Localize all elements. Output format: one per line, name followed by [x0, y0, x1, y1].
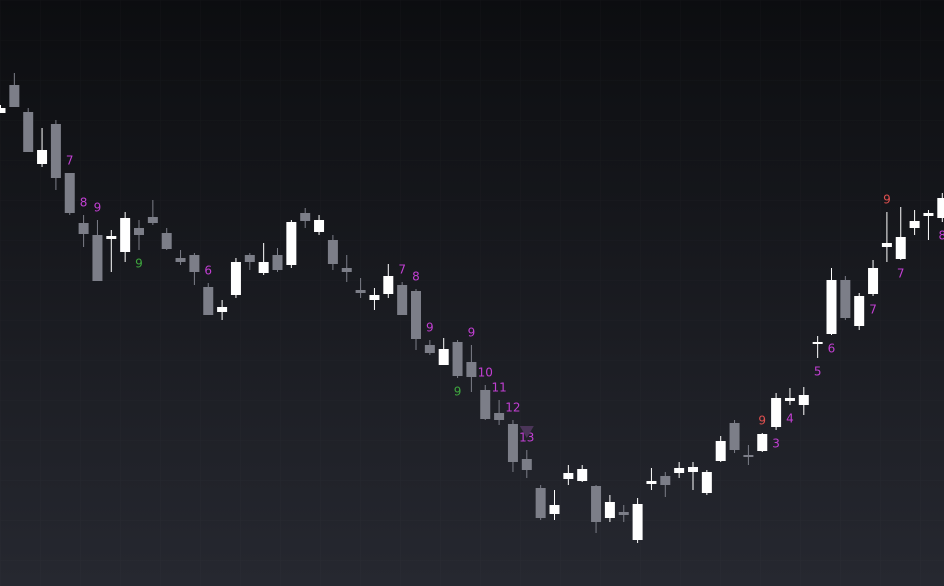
count-label: 7	[869, 303, 877, 317]
candle-body	[64, 173, 75, 213]
candle-body	[798, 395, 809, 405]
candle-body	[272, 255, 283, 270]
signal-marker	[519, 426, 534, 438]
candle-body	[50, 124, 61, 178]
candle-body	[604, 502, 615, 518]
candle-body	[701, 472, 712, 493]
count-label: 9	[758, 414, 766, 428]
candle-body	[646, 481, 657, 484]
count-label: 9	[426, 321, 434, 335]
candle-body	[660, 476, 671, 485]
candle-body	[674, 468, 685, 473]
count-label: 6	[204, 264, 212, 278]
candle-body	[286, 222, 297, 265]
candle-body	[715, 441, 726, 461]
candle-body	[688, 467, 698, 472]
candle-body	[23, 112, 34, 152]
candle-body	[854, 296, 865, 326]
candle-body	[300, 213, 311, 221]
count-label: 9	[94, 201, 102, 215]
candle-body	[147, 217, 158, 223]
candle-body	[743, 455, 754, 457]
count-label: 8	[80, 196, 88, 210]
candle-body	[369, 295, 380, 300]
candle-body	[895, 237, 906, 259]
count-label: 9	[454, 385, 462, 399]
count-label: 6	[828, 342, 836, 356]
candle-body	[120, 218, 131, 252]
candle-body	[591, 486, 602, 522]
candle-body	[9, 85, 20, 107]
candle-body	[771, 398, 782, 427]
count-label: 7	[897, 267, 905, 281]
candle-body	[203, 287, 214, 315]
candle-body	[784, 398, 795, 401]
candle-body	[923, 213, 934, 216]
candle-body	[37, 150, 48, 164]
candle-body	[729, 423, 740, 450]
candle-body	[507, 424, 518, 462]
candle-body	[452, 342, 463, 376]
candle-body	[466, 362, 477, 377]
candle-body	[618, 512, 629, 515]
candle-body	[424, 345, 435, 353]
candle-body	[314, 220, 325, 232]
candle-body	[577, 469, 588, 481]
candle-body	[937, 198, 944, 218]
candle-body	[549, 505, 560, 514]
count-label: 9	[468, 326, 476, 340]
candle-body	[812, 342, 823, 344]
candle-body	[881, 243, 892, 247]
candle-body	[175, 258, 186, 262]
candle-body	[383, 276, 394, 294]
candle-body	[563, 473, 574, 479]
count-label: 7	[398, 263, 406, 277]
candle-body	[327, 240, 338, 264]
candle-body	[826, 280, 837, 334]
candle-body	[161, 233, 172, 249]
count-label: 12	[505, 401, 520, 415]
candle-body	[494, 413, 505, 420]
candle-body	[355, 290, 366, 293]
candle-body	[632, 504, 643, 540]
candle-body	[840, 280, 851, 318]
candle-body	[244, 255, 255, 262]
count-label: 5	[814, 365, 822, 379]
candle-body	[189, 255, 200, 272]
candle-body	[134, 228, 144, 235]
count-label: 9	[135, 257, 143, 271]
candle-body	[217, 307, 228, 312]
candle-body	[438, 349, 449, 365]
candle-body	[480, 390, 491, 419]
count-label: 9	[883, 193, 891, 207]
candle-body	[757, 434, 768, 451]
candle-body	[868, 268, 879, 294]
candle-body	[230, 262, 241, 295]
candle-body	[258, 262, 269, 273]
count-label: 7	[66, 154, 74, 168]
count-label: 8	[938, 229, 944, 243]
candle-body	[92, 235, 103, 281]
candle-body	[0, 108, 6, 113]
count-label: 4	[786, 412, 794, 426]
candle-body	[535, 488, 546, 518]
count-label: 3	[772, 437, 780, 451]
candle-body	[78, 223, 89, 234]
count-label: 8	[412, 270, 420, 284]
candle-body	[521, 459, 532, 470]
count-label: 10	[478, 366, 493, 380]
count-label: 11	[491, 381, 506, 395]
candle-body	[909, 221, 920, 228]
candle-body	[397, 285, 408, 315]
candle-body	[106, 236, 117, 239]
candle-body	[411, 291, 421, 339]
candle-body	[341, 268, 352, 272]
